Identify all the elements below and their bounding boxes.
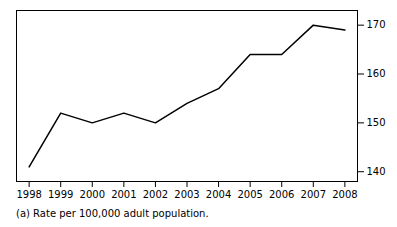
svg-text:2008: 2008 (332, 189, 357, 200)
svg-text:1999: 1999 (48, 189, 73, 200)
html-text:(a) Rate per 100,000 adult pop: (a) Rate per 100,000 adult population. (16, 208, 209, 219)
svg-text:1998: 1998 (16, 189, 41, 200)
svg-text:140: 140 (367, 166, 386, 177)
svg-text:2003: 2003 (174, 189, 199, 200)
svg-text:2006: 2006 (269, 189, 294, 200)
svg-text:2001: 2001 (111, 189, 136, 200)
svg-text:160: 160 (367, 68, 386, 79)
svg-text:150: 150 (367, 117, 386, 128)
svg-text:170: 170 (367, 19, 386, 30)
svg-text:2002: 2002 (143, 189, 168, 200)
svg-text:2000: 2000 (80, 189, 105, 200)
svg-text:2004: 2004 (206, 189, 231, 200)
svg-text:2005: 2005 (237, 189, 262, 200)
svg-text:2007: 2007 (301, 189, 326, 200)
